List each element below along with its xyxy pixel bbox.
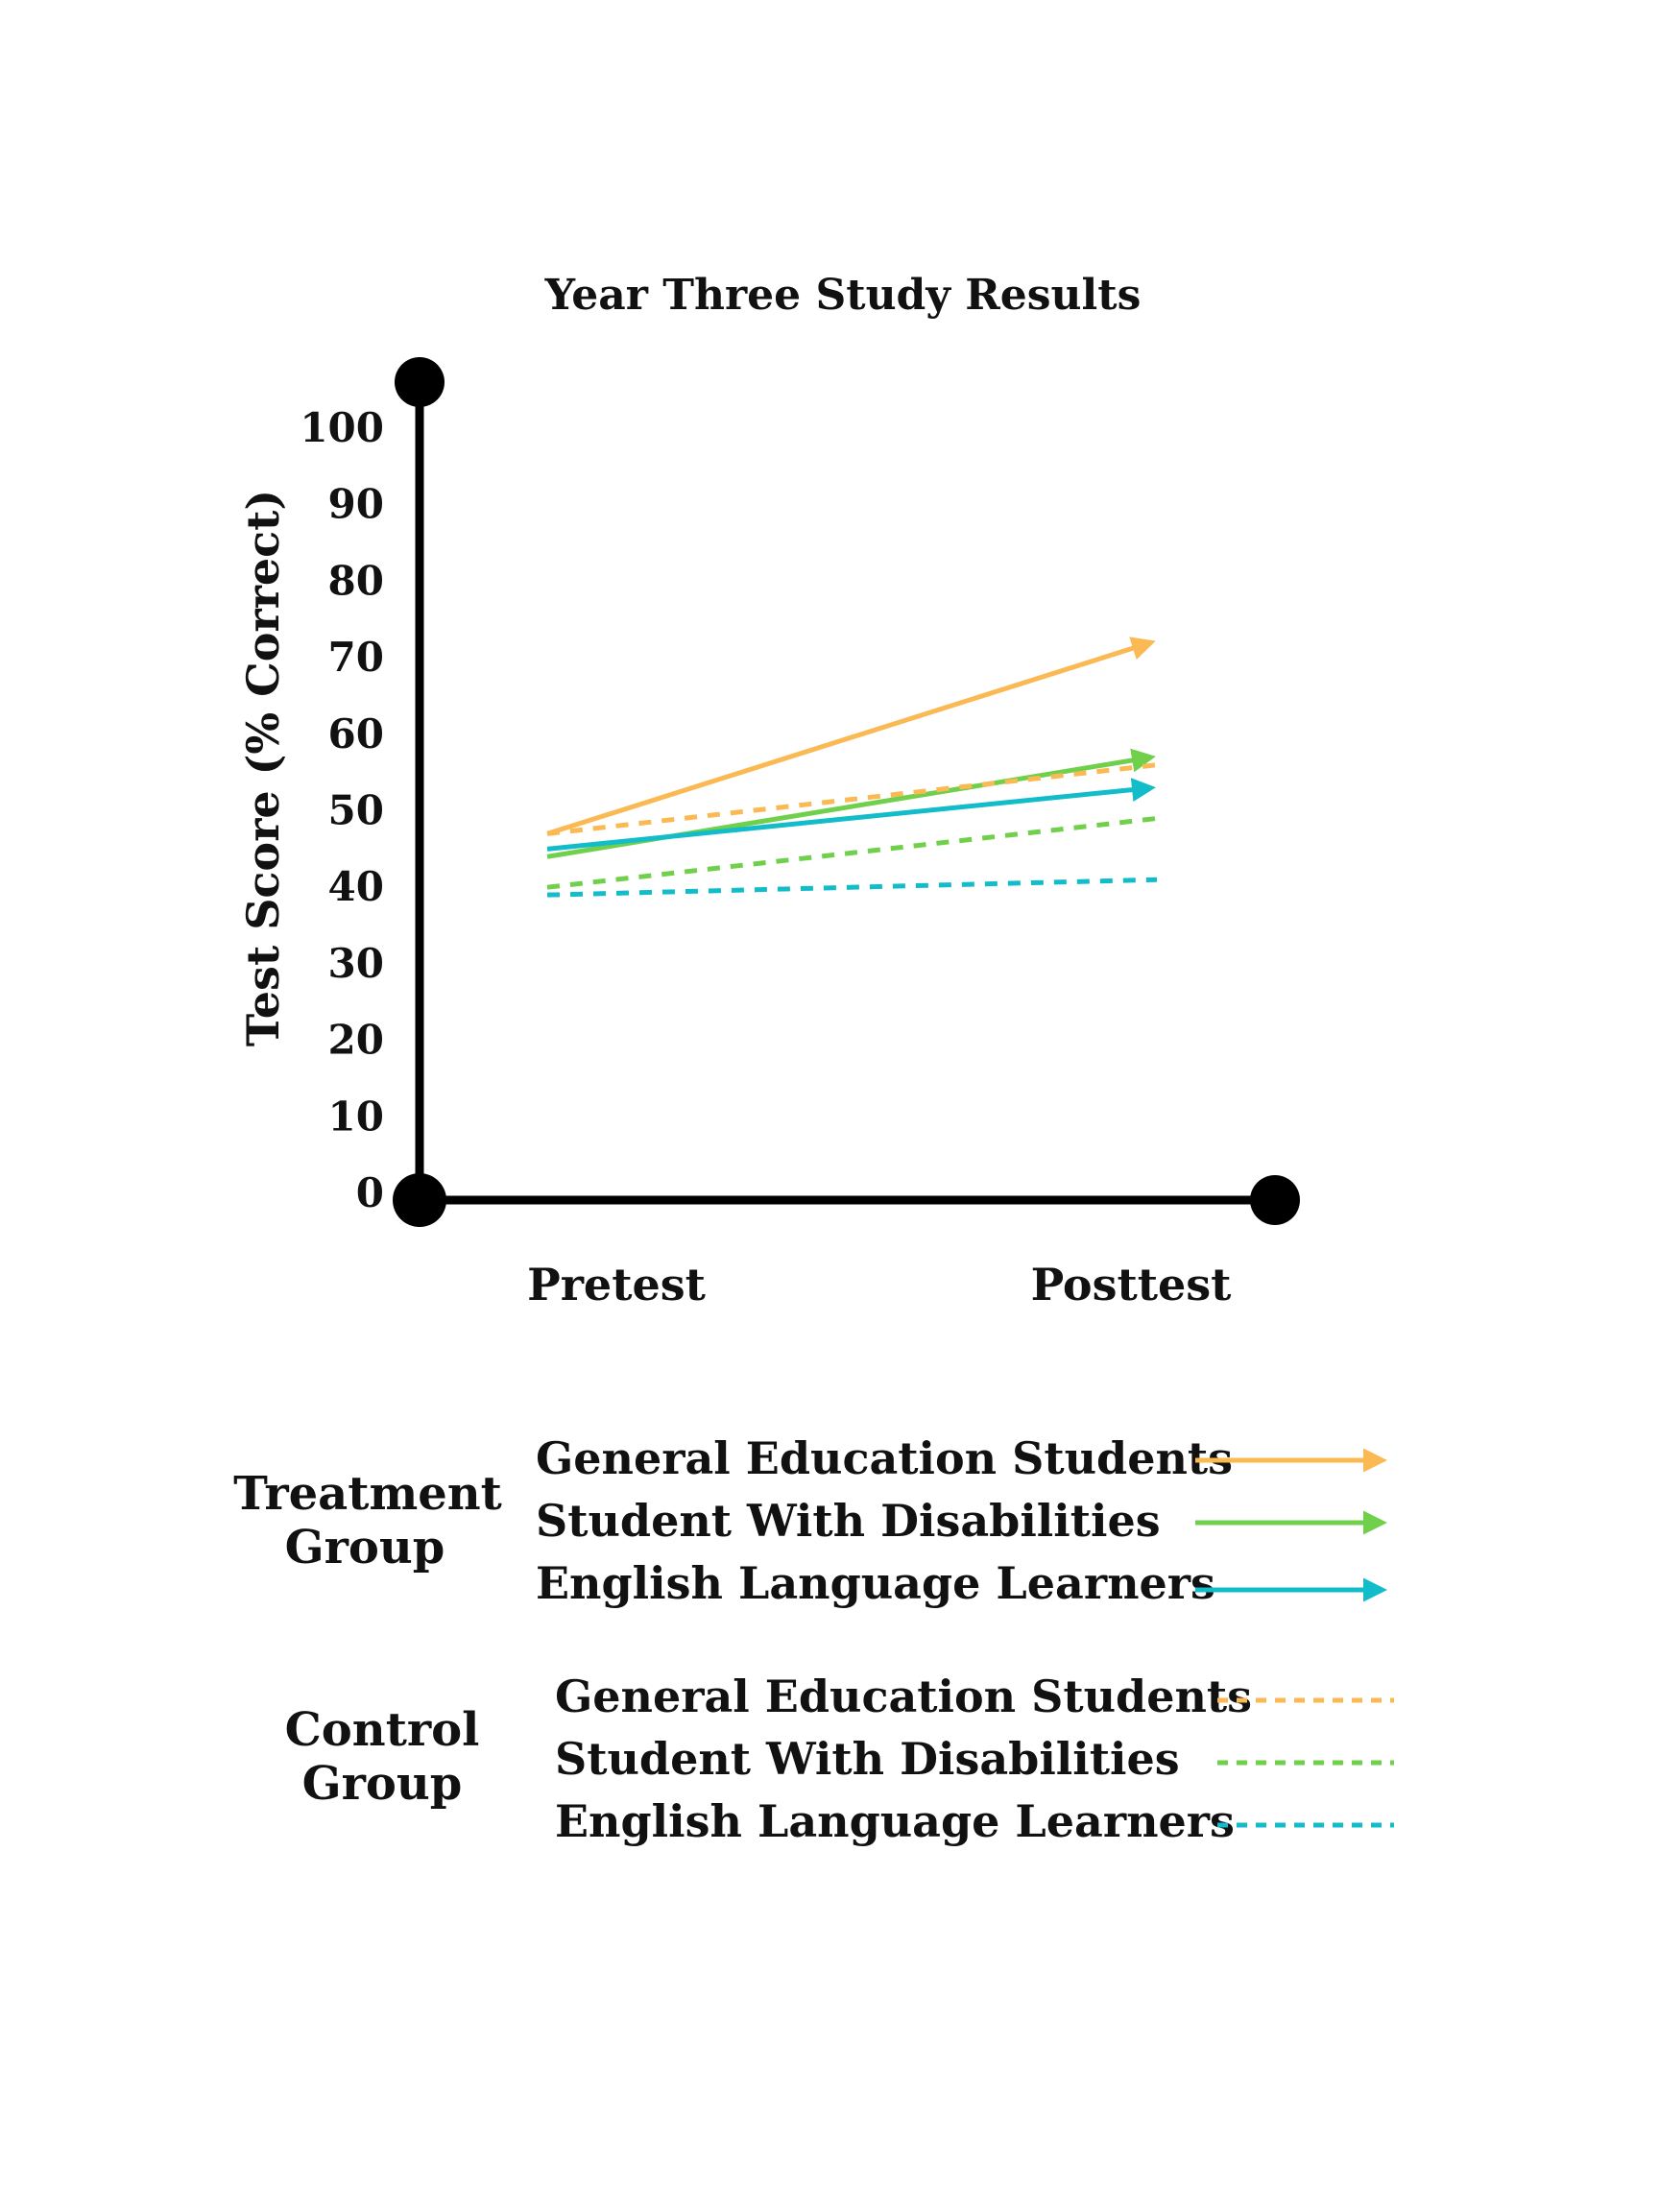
x-tick-label: Posttest [1031,1259,1233,1310]
series-line-control-4 [546,815,1158,890]
y-tick-label: 40 [328,863,384,910]
legend-control-item-label: English Language Learners [555,1795,1235,1847]
legend-control-label: Control [285,1703,480,1757]
y-tick-label: 60 [328,710,384,757]
series-line-control-3 [546,762,1158,836]
legend-control-item-label: General Education Students [555,1671,1252,1722]
y-tick-label: 10 [328,1093,384,1140]
y-tick-label: 30 [328,940,384,987]
legend-treatment-item-label: General Education Students [536,1432,1233,1484]
legend-treatment-item-label: Student With Disabilities [536,1495,1161,1547]
legend-control-label-2: Group [302,1757,463,1811]
y-tick-label: 50 [328,787,384,834]
y-tick-label: 100 [300,404,384,451]
y-tick-label: 70 [328,634,384,681]
legend-control-item-label: Student With Disabilities [555,1733,1180,1785]
x-tick-labels: Pretest Posttest [527,1259,1232,1310]
y-axis-end-dot [395,357,445,407]
legend-treatment-label: Treatment [233,1467,502,1521]
y-axis-label: Test Score (% Correct) [237,490,289,1046]
series-lines [546,637,1158,898]
series-line-treatment-2 [546,778,1156,852]
legend-treatment-label-2: Group [285,1521,445,1575]
chart-title: Year Three Study Results [544,271,1142,320]
y-tick-label: 80 [328,557,384,604]
origin-dot [393,1173,446,1227]
y-tick-label: 0 [356,1169,384,1216]
legend-treatment-item-label: English Language Learners [536,1557,1215,1609]
series-line-treatment-0 [546,637,1156,836]
y-tick-label: 90 [328,481,384,528]
axes [393,357,1300,1227]
y-tick-labels: 0 10 20 30 40 50 60 70 80 90 100 [300,404,384,1216]
y-tick-label: 20 [328,1017,384,1064]
series-line-control-5 [546,877,1158,898]
legend: Treatment Group Control Group General Ed… [233,1432,1394,1847]
x-axis-end-dot [1250,1175,1300,1225]
x-tick-label: Pretest [527,1259,707,1310]
